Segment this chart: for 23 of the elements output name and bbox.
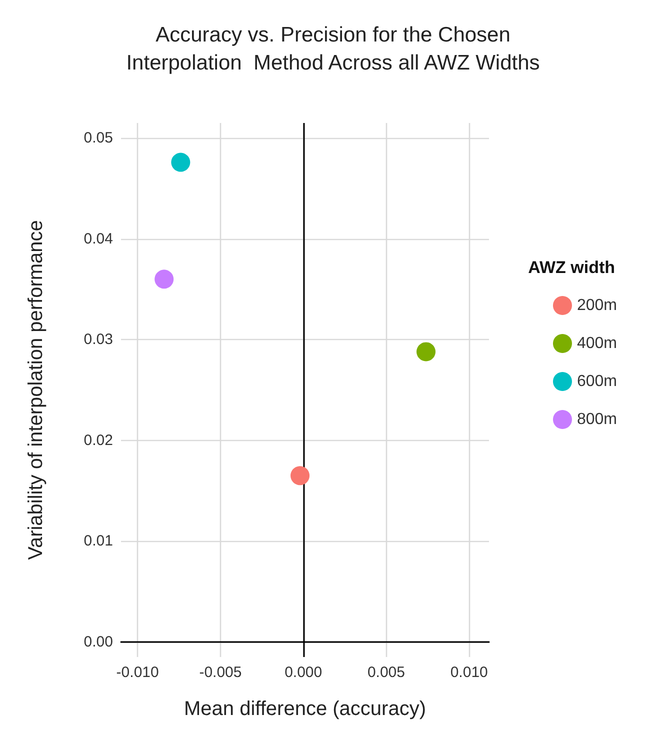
y-tick-label: 0.01 [84,532,113,550]
y-tick-label: 0.05 [84,130,113,147]
legend-title: AWZ width [528,258,616,277]
x-tick-label: 0.005 [367,664,405,681]
point [290,466,310,486]
x-axis-title: Mean difference (accuracy) [184,698,426,720]
x-tick-label: 0.000 [284,664,322,681]
legend-label: 800m [576,411,618,428]
y-tick-label: 0.02 [84,432,113,449]
point [154,270,174,289]
chart-title: Accuracy vs. Precision for the Chosen Interpolation Method Across all AWZ Widths [126,24,540,74]
y-tick-label: 0.03 [84,331,113,348]
x-tick-label: -0.005 [199,664,242,681]
y-tick-label: 0.04 [84,230,113,248]
legend-label: 600m [576,373,618,390]
point [416,342,436,362]
legend-label: 400m [576,335,618,352]
y-axis-title: Variability of interpolation performance [25,220,47,560]
x-tick-label: -0.010 [116,664,159,681]
x-tick-label: 0.010 [450,664,488,681]
legend-label: 200m [576,297,618,314]
point [171,152,190,172]
y-tick-label: 0.00 [84,633,113,650]
